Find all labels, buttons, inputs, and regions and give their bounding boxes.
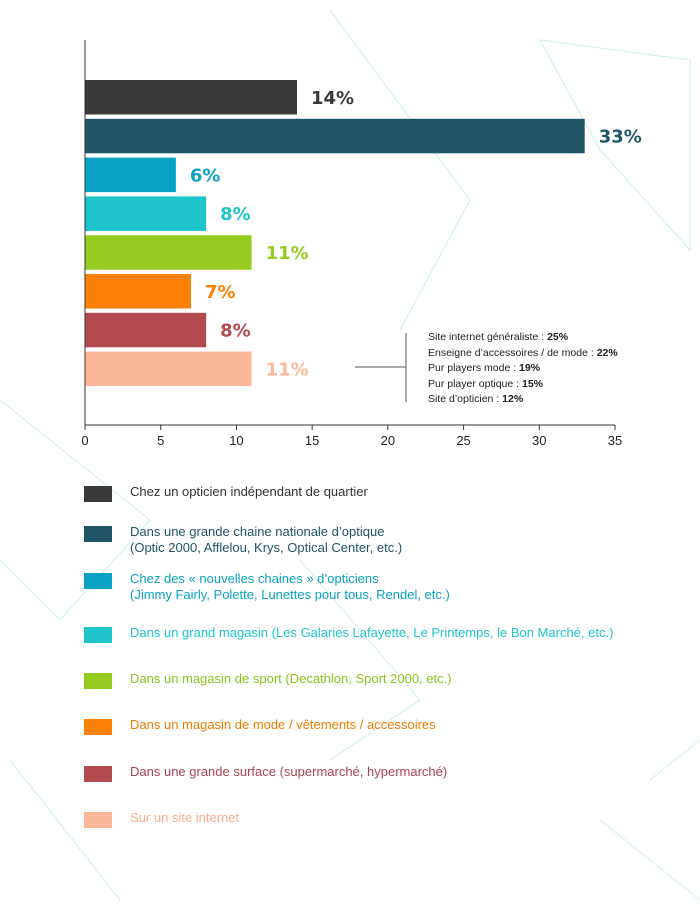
legend-text: Chez un opticien indépendant de quartier xyxy=(130,484,368,500)
legend-item-website: Sur un site internet xyxy=(84,810,239,828)
breakdown-label: Pur players mode : xyxy=(428,362,520,374)
x-tick-label: 25 xyxy=(456,433,470,448)
legend-line: Chez des « nouvelles chaines » d’opticie… xyxy=(130,571,379,586)
x-tick-label: 20 xyxy=(381,433,395,448)
breakdown-label: Enseigne d’accessoires / de mode : xyxy=(428,346,597,359)
legend-line: Sur un site internet xyxy=(130,810,240,825)
breakdown-bracket xyxy=(355,333,407,402)
x-tick-label: 35 xyxy=(608,433,622,448)
legend-item-fashion-store: Dans un magasin de mode / vêtements / ac… xyxy=(84,717,436,735)
legend-text: Dans un magasin de sport (Decathlon, Spo… xyxy=(130,671,452,687)
bar-3 xyxy=(85,196,207,231)
bar-value-label: 11% xyxy=(266,243,309,264)
legend-item-new-chains: Chez des « nouvelles chaines » d’opticie… xyxy=(84,571,450,603)
bar-6 xyxy=(85,312,207,348)
bar-value-label: 6% xyxy=(190,165,221,186)
legend-line: Chez un opticien indépendant de quartier xyxy=(130,484,368,499)
legend-line: Dans une grande surface (supermarché, hy… xyxy=(130,764,448,779)
bar-5 xyxy=(85,274,191,309)
legend-text: Dans une grande surface (supermarché, hy… xyxy=(130,764,447,780)
bar-value-label: 8% xyxy=(220,321,251,342)
legend-item-national-chain: Dans une grande chaine nationale d’optiq… xyxy=(84,524,402,556)
web-breakdown-list: Site internet généraliste : 25% Enseigne… xyxy=(428,330,618,408)
bar-chart: 14% 33% 6% 8% 11% 7% 8% 11% 0 5 10 15 20 25 30 35 xyxy=(81,40,642,448)
legend-line: Dans un magasin de mode / vêtements / ac… xyxy=(130,717,436,732)
legend-item-department-store: Dans un grand magasin (Les Galaries Lafa… xyxy=(84,625,613,643)
green-swatch-icon xyxy=(84,673,112,689)
bar-4 xyxy=(85,235,252,270)
x-tick-label: 15 xyxy=(305,433,319,448)
legend-item-sport-store: Dans un magasin de sport (Decathlon, Spo… xyxy=(84,671,452,689)
x-tick-label: 5 xyxy=(157,433,164,448)
bar-value-label: 14% xyxy=(311,88,354,109)
legend-text: Dans une grande chaine nationale d’optiq… xyxy=(130,524,402,556)
breakdown-label: Pur player optique : xyxy=(428,377,522,390)
breakdown-value: 22% xyxy=(596,346,618,359)
bar-2 xyxy=(85,157,176,193)
breakdown-item: Pur players mode : 19% xyxy=(428,361,618,377)
legend-line: (Optic 2000, Afflelou, Krys, Optical Cen… xyxy=(130,540,403,555)
legend-line: Dans une grande chaine nationale d’optiq… xyxy=(130,524,385,539)
breakdown-label: Site internet généraliste : xyxy=(428,331,548,343)
x-tick-label: 30 xyxy=(532,433,546,448)
orange-swatch-icon xyxy=(84,719,112,735)
legend-line: Dans un magasin de sport (Decathlon, Spo… xyxy=(130,671,452,686)
legend-text: Dans un magasin de mode / vêtements / ac… xyxy=(130,717,436,733)
bar-0 xyxy=(85,80,297,115)
breakdown-value: 12% xyxy=(502,393,524,405)
breakdown-item: Site d’opticien : 12% xyxy=(428,392,618,408)
breakdown-value: 25% xyxy=(547,331,569,343)
value-labels-group: 14% 33% 6% 8% 11% 7% 8% 11% xyxy=(190,88,642,381)
breakdown-value: 15% xyxy=(521,377,543,390)
breakdown-item: Site internet généraliste : 25% xyxy=(428,330,618,346)
x-ticks-group: 0 5 10 15 20 25 30 35 xyxy=(81,425,622,448)
blue-swatch-icon xyxy=(84,573,112,589)
legend-item-supermarket: Dans une grande surface (supermarché, hy… xyxy=(84,764,447,782)
red-swatch-icon xyxy=(84,766,112,782)
breakdown-item: Enseigne d’accessoires / de mode : 22% xyxy=(428,346,618,362)
bar-value-label: 33% xyxy=(599,127,642,148)
x-tick-label: 0 xyxy=(81,433,88,448)
dark-teal-swatch-icon xyxy=(84,526,112,542)
turquoise-swatch-icon xyxy=(84,627,112,643)
breakdown-item: Pur player optique : 15% xyxy=(428,377,618,393)
bar-value-label: 11% xyxy=(266,359,309,380)
legend-line: Dans un grand magasin (Les Galaries Lafa… xyxy=(130,625,614,640)
legend-item-independent-optician: Chez un opticien indépendant de quartier xyxy=(84,484,368,502)
breakdown-value: 19% xyxy=(519,362,541,374)
bar-7 xyxy=(85,351,252,387)
breakdown-label: Site d’opticien : xyxy=(428,393,503,405)
legend-text: Sur un site internet xyxy=(130,810,239,826)
peach-swatch-icon xyxy=(84,812,112,828)
legend-line: (Jimmy Fairly, Polette, Lunettes pour to… xyxy=(130,587,450,602)
legend-text: Dans un grand magasin (Les Galaries Lafa… xyxy=(130,625,613,641)
bar-1 xyxy=(85,118,585,154)
bar-value-label: 8% xyxy=(220,204,251,225)
bar-value-label: 7% xyxy=(205,282,236,303)
legend-text: Chez des « nouvelles chaines » d’opticie… xyxy=(130,571,450,603)
dark-gray-swatch-icon xyxy=(84,486,112,502)
x-tick-label: 10 xyxy=(229,433,243,448)
bars-group xyxy=(85,80,585,387)
